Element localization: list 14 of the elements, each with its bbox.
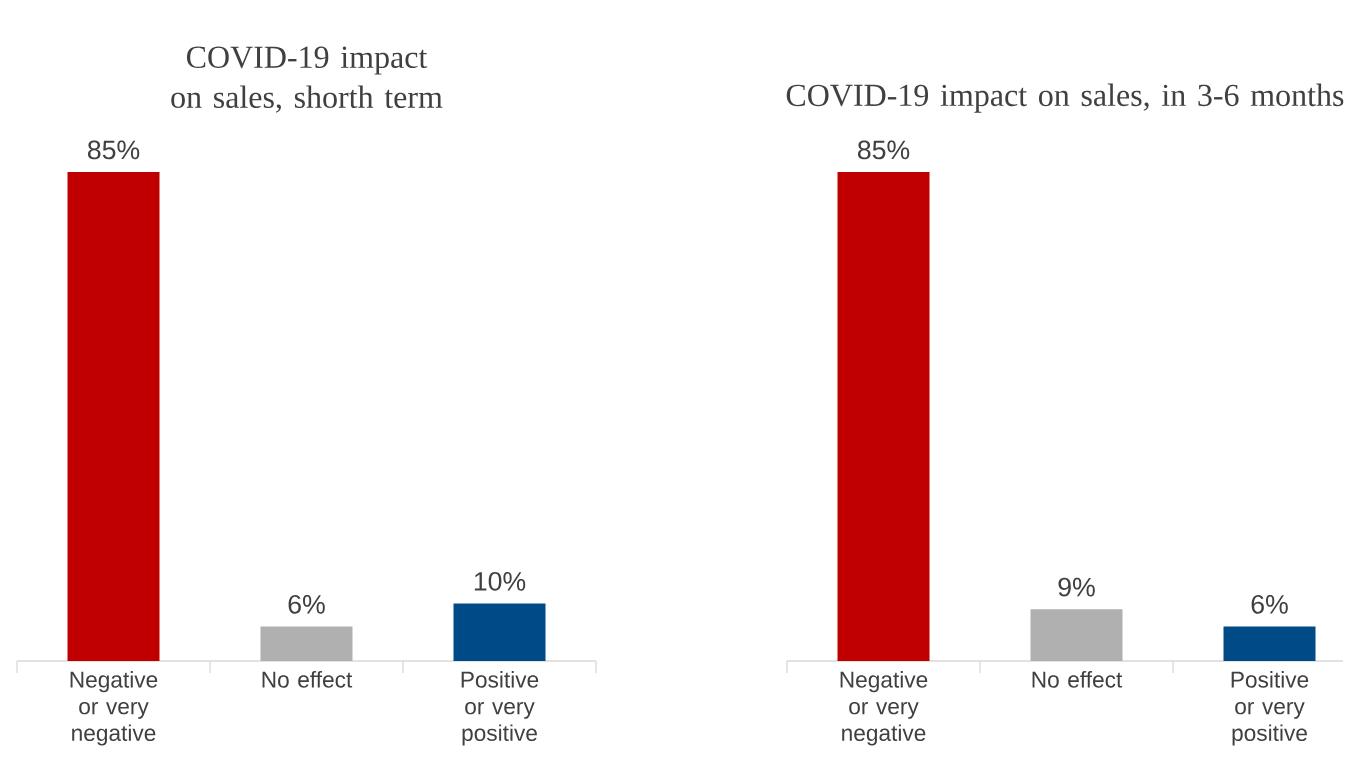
x-tick-label: Positive or very positive (461, 671, 539, 746)
data-label: 85% (857, 140, 910, 160)
x-tick-label: No effect (1032, 671, 1123, 688)
x-tick-label: Negative or very negative (840, 671, 928, 746)
x-tick-label: No effect (262, 671, 353, 688)
data-label: 6% (288, 594, 325, 614)
data-label: 6% (1251, 594, 1288, 614)
chart-title: COVID-19 impact on sales, in 3-6 months (786, 83, 1344, 113)
data-label: 85% (87, 140, 140, 160)
data-label: 10% (474, 571, 526, 591)
x-tick-label: Negative or very negative (70, 671, 158, 746)
chart-title: COVID-19 impact on sales, shorth term (171, 46, 443, 113)
data-label: 9% (1058, 577, 1095, 597)
x-tick-label: Positive or very positive (1231, 671, 1309, 746)
